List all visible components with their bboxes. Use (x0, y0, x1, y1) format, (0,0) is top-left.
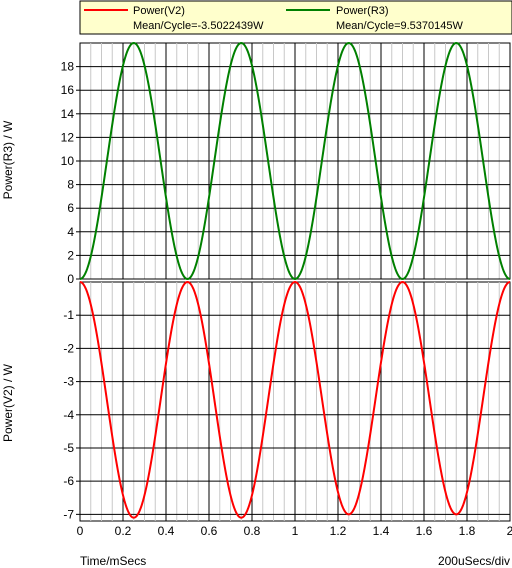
y-tick-label: 10 (61, 154, 75, 168)
series-line-power-v2 (79, 280, 511, 519)
legend-label-v2: Power(V2) (133, 5, 185, 17)
y-tick-label: -2 (63, 341, 74, 355)
y-tick-labels-r3: 0 2 4 6 8 10 12 14 16 18 (61, 60, 75, 286)
y-tick-label: 0 (67, 272, 74, 286)
x-tick-label: 0 (77, 524, 84, 538)
x-tick-label: 0.6 (201, 524, 218, 538)
legend-label-r3: Power(R3) (336, 5, 389, 17)
y-tick-label: -5 (63, 441, 74, 455)
x-tick-label: 1.4 (373, 524, 390, 538)
y-tick-label: -6 (63, 474, 74, 488)
time-scale-label: 200uSecs/div (438, 554, 510, 568)
y-tick-label: -4 (63, 408, 74, 422)
x-tick-label: 0.2 (115, 524, 132, 538)
plot-r3: 0 2 4 6 8 10 12 14 16 18 Power(R3) / W (1, 41, 511, 286)
y-tick-label: 8 (67, 178, 74, 192)
y-tick-label: 18 (61, 60, 75, 74)
y-axis-label-r3: Power(R3) / W (1, 120, 15, 199)
grid-v2 (76, 281, 511, 522)
y-tick-label: 6 (67, 201, 74, 215)
y-tick-label: 4 (67, 225, 74, 239)
x-tick-label: 1.2 (330, 524, 347, 538)
x-tick-label: 0.8 (244, 524, 261, 538)
grid-r3 (76, 42, 511, 280)
legend-stat-v2: Mean/Cycle=-3.5022439W (133, 20, 264, 32)
x-tick-label: 1.6 (416, 524, 433, 538)
y-tick-label: -3 (63, 375, 74, 389)
y-tick-label: -7 (63, 507, 74, 521)
x-tick-label: 1.8 (459, 524, 476, 538)
y-tick-labels-v2: -1 -2 -3 -4 -5 -6 -7 (63, 308, 74, 521)
x-tick-labels: 0 0.2 0.4 0.6 0.8 1 1.2 1.4 1.6 1.8 2 (77, 524, 512, 538)
x-tick-label: 0.4 (158, 524, 175, 538)
y-tick-label: 2 (67, 248, 74, 262)
y-tick-label: 12 (61, 130, 75, 144)
y-tick-label: 16 (61, 83, 75, 97)
legend: Power(V2) Mean/Cycle=-3.5022439W Power(R… (79, 0, 512, 35)
legend-box (79, 0, 512, 35)
x-axis-label: Time/mSecs (80, 554, 146, 568)
plot-v2: -1 -2 -3 -4 -5 -6 -7 0 0.2 0.4 0.6 0.8 1 1.2 1.4 1.6 1.… (1, 280, 512, 538)
y-axis-label-v2: Power(V2) / W (1, 363, 15, 442)
x-tick-label: 2 (507, 524, 512, 538)
legend-stat-r3: Mean/Cycle=9.5370145W (336, 20, 463, 32)
x-tick-label: 1 (292, 524, 299, 538)
series-line-power-r3 (79, 41, 511, 281)
y-tick-label: 14 (61, 107, 75, 121)
y-tick-label: -1 (63, 308, 74, 322)
